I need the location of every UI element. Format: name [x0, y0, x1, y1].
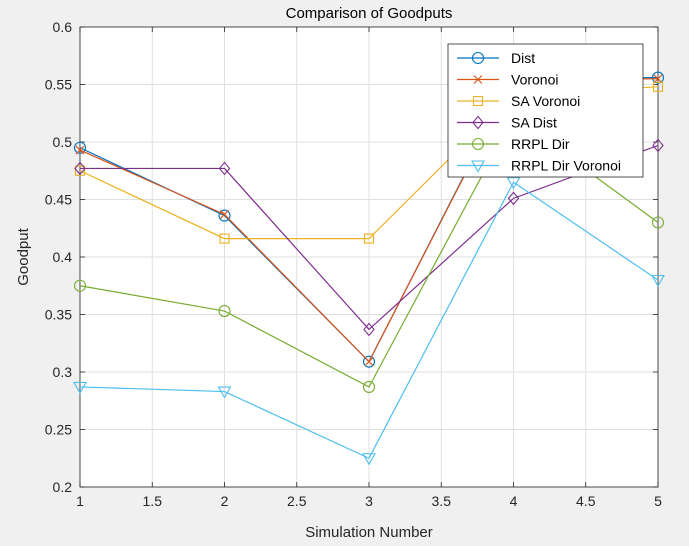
data-point-marker: [362, 380, 376, 394]
data-point-marker: [74, 161, 86, 176]
data-point-marker: [651, 216, 665, 229]
data-point-marker: [652, 81, 664, 92]
data-point-marker: [506, 177, 521, 190]
legend-marker: [472, 115, 484, 130]
legend-item: Voronoi: [457, 72, 558, 88]
legend-label: RRPL Dir: [511, 136, 570, 152]
x-tick-label: 2: [221, 493, 229, 509]
legend-marker: [471, 160, 485, 173]
legend-item: SA Voronoi: [457, 93, 580, 109]
data-point-marker: [217, 386, 232, 399]
chart-title: Comparison of Goodputs: [286, 5, 453, 22]
y-tick-label: 0.55: [45, 77, 72, 93]
data-point-marker: [220, 210, 229, 219]
data-point-marker: [651, 71, 665, 84]
x-tick-label: 4: [510, 493, 518, 509]
series-line: [80, 144, 659, 331]
data-point-marker: [507, 191, 520, 206]
data-point-marker: [651, 274, 665, 288]
y-tick-label: 0.45: [45, 192, 72, 208]
x-tick-label: 4.5: [576, 493, 596, 509]
y-tick-label: 0.6: [53, 19, 73, 35]
x-tick-label: 2.5: [287, 493, 307, 509]
data-point-marker: [363, 322, 375, 337]
y-tick-label: 0.4: [53, 249, 73, 265]
legend-item: SA Dist: [457, 115, 557, 131]
y-tick-label: 0.2: [53, 479, 73, 495]
legend-item: Dist: [457, 50, 535, 66]
legend-label: Dist: [511, 50, 535, 66]
x-tick-label: 1.5: [143, 493, 163, 509]
y-tick-label: 0.5: [53, 134, 73, 150]
y-axis-label: Goodput: [15, 227, 32, 285]
legend-marker: [473, 75, 483, 84]
legend-item: RRPL Dir: [457, 136, 570, 152]
y-tick-label: 0.3: [53, 364, 73, 380]
data-point-marker: [652, 138, 664, 153]
y-tick-label: 0.35: [45, 307, 72, 323]
data-point-marker: [362, 355, 376, 368]
data-point-marker: [218, 161, 231, 176]
legend-label: RRPL Dir Voronoi: [511, 158, 621, 174]
data-point-marker: [73, 381, 87, 395]
data-point-marker: [364, 357, 374, 367]
data-point-marker: [73, 141, 87, 154]
data-point-marker: [219, 233, 230, 244]
x-tick-label: 1: [76, 493, 84, 509]
series-line: [79, 181, 659, 460]
x-tick-label: 3: [365, 493, 373, 509]
data-point-marker: [75, 145, 85, 155]
data-point-marker: [73, 279, 87, 292]
legend-label: SA Voronoi: [511, 93, 580, 109]
axis-ticks: 1 1.5 2 2.5 3 3.5 4 4.5 5 0.2 0.25 0.3 0.35 0.4 0.45 0.…: [45, 19, 662, 509]
data-point-marker: [363, 233, 375, 244]
legend-marker: [471, 51, 485, 65]
legend-box: [447, 43, 644, 178]
legend-label: Voronoi: [511, 72, 558, 88]
y-tick-label: 0.25: [45, 422, 72, 438]
data-point-marker: [362, 453, 376, 466]
series-rrpl-dir-voronoi: [73, 177, 665, 466]
x-tick-label: 3.5: [432, 493, 452, 509]
data-point-marker: [218, 304, 231, 318]
x-tick-label: 5: [654, 493, 662, 509]
legend: Dist Voronoi SA Voronoi SA Dist RRPL Dir RRPL…: [447, 43, 644, 178]
legend-marker: [472, 95, 484, 107]
data-point-marker: [218, 209, 231, 222]
legend-marker: [471, 137, 485, 151]
series-sa-dist: [74, 138, 664, 337]
data-point-marker: [653, 74, 663, 84]
legend-label: SA Dist: [511, 115, 557, 131]
legend-item: RRPL Dir Voronoi: [457, 158, 621, 174]
x-axis-label: Simulation Number: [305, 524, 433, 541]
